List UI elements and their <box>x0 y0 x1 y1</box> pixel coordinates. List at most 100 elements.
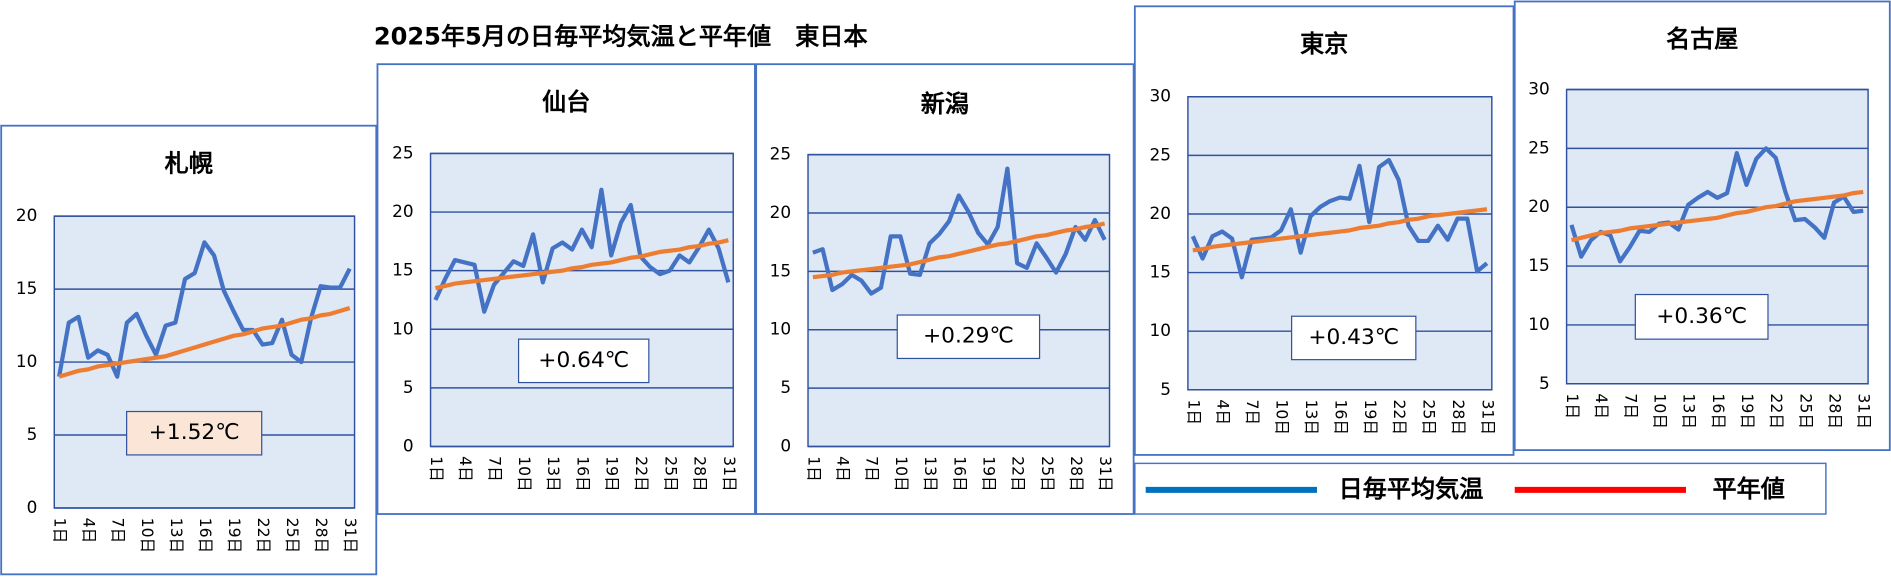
annotation-box <box>517 338 650 384</box>
x-tick-label: 28日 <box>312 518 331 554</box>
x-tick-label: 4日 <box>1214 399 1233 425</box>
y-tick-label: 10 <box>1528 314 1549 334</box>
x-tick-label: 16日 <box>950 456 969 492</box>
annotation: +0.36℃ <box>1656 304 1747 329</box>
x-tick-label: 13日 <box>544 456 563 492</box>
x-tick-label: 16日 <box>196 518 215 554</box>
x-tick-label: 19日 <box>225 518 244 554</box>
x-tick-label: 25日 <box>661 456 680 492</box>
y-tick-label: 20 <box>1528 196 1549 216</box>
x-tick-label: 28日 <box>1449 399 1468 435</box>
plot-area <box>429 152 734 448</box>
y-tick-label: 20 <box>392 201 413 221</box>
x-tick-label: 31日 <box>341 518 360 554</box>
x-tick-label: 22日 <box>1390 399 1409 435</box>
x-tick-label: 16日 <box>1709 393 1728 429</box>
x-tick-label: 28日 <box>691 456 710 492</box>
legend-label: 平年値 <box>1713 475 1785 503</box>
series-line <box>812 166 1107 296</box>
chart-panel: 札幌 0 5 10 15 20 1日 4日 7日 10日 13日 16日 19日 22日 25日 28日 31日… <box>0 124 378 576</box>
x-tick-label: 31日 <box>1855 393 1874 429</box>
x-tick-label: 1日 <box>51 518 70 544</box>
y-tick-label: 0 <box>27 497 38 517</box>
x-tick-label: 28日 <box>1067 456 1086 492</box>
legend-label: 日毎平均気温 <box>1339 475 1484 503</box>
x-tick-label: 10日 <box>138 518 157 554</box>
x-tick-label: 25日 <box>1796 393 1815 429</box>
x-tick-label: 19日 <box>603 456 622 492</box>
series-line <box>433 187 731 314</box>
y-tick-label: 15 <box>1528 255 1549 275</box>
x-tick-label: 13日 <box>167 518 186 554</box>
x-tick-label: 7日 <box>1621 393 1640 419</box>
x-tick-label: 31日 <box>1478 399 1497 435</box>
x-tick-label: 10日 <box>892 456 911 492</box>
y-tick-label: 25 <box>1528 137 1549 157</box>
x-tick-label: 13日 <box>921 456 940 492</box>
y-tick-label: 5 <box>403 377 414 397</box>
y-tick-label: 15 <box>1150 262 1171 282</box>
annotation-box <box>1634 293 1769 340</box>
x-tick-label: 13日 <box>1302 399 1321 435</box>
x-tick-label: 19日 <box>1361 399 1380 435</box>
annotation-box <box>1291 315 1417 361</box>
y-tick-label: 25 <box>392 142 413 162</box>
series-line <box>57 240 352 379</box>
y-tick-label: 30 <box>1150 86 1171 106</box>
y-tick-label: 10 <box>16 351 37 371</box>
plot-area <box>807 153 1111 448</box>
annotation: +0.64℃ <box>538 348 629 373</box>
x-tick-label: 25日 <box>1038 456 1057 492</box>
x-tick-label: 1日 <box>804 456 823 482</box>
y-tick-label: 20 <box>770 202 791 222</box>
x-tick-label: 7日 <box>486 456 505 482</box>
x-tick-label: 16日 <box>1331 399 1350 435</box>
x-tick-label: 22日 <box>254 518 273 554</box>
y-tick-label: 10 <box>1150 320 1171 340</box>
x-tick-label: 25日 <box>283 518 302 554</box>
chart-title: 札幌 <box>164 149 213 177</box>
y-tick-label: 15 <box>392 260 413 280</box>
chart-title: 仙台 <box>542 88 590 116</box>
x-tick-label: 16日 <box>573 456 592 492</box>
chart-panel: 仙台 0 5 10 15 20 25 1日 4日 7日 10日 13日 16日 19日 22日 25日 28日 3… <box>376 63 756 515</box>
chart-title: 東京 <box>1300 30 1348 58</box>
chart-title: 新潟 <box>921 90 969 118</box>
annotation: +0.43℃ <box>1308 325 1399 350</box>
y-tick-label: 5 <box>1539 373 1550 393</box>
annotation-box <box>126 410 263 456</box>
x-tick-label: 28日 <box>1826 393 1845 429</box>
y-tick-label: 0 <box>780 435 791 455</box>
x-tick-label: 4日 <box>834 456 853 482</box>
series-line <box>812 221 1106 280</box>
y-tick-label: 25 <box>770 144 791 164</box>
x-tick-label: 19日 <box>1738 393 1757 429</box>
x-tick-label: 19日 <box>979 456 998 492</box>
y-tick-label: 15 <box>16 278 37 298</box>
x-tick-label: 4日 <box>80 518 99 544</box>
x-tick-label: 31日 <box>720 456 739 492</box>
annotation: +0.29℃ <box>923 324 1014 349</box>
series-line <box>1190 157 1489 280</box>
x-tick-label: 10日 <box>515 456 534 492</box>
y-tick-label: 20 <box>1150 203 1171 223</box>
series-line <box>58 306 351 379</box>
x-tick-label: 22日 <box>632 456 651 492</box>
x-tick-label: 7日 <box>1243 399 1262 425</box>
y-tick-label: 5 <box>1160 379 1171 399</box>
x-tick-label: 10日 <box>1650 393 1669 429</box>
series-line <box>1192 207 1488 253</box>
y-tick-label: 30 <box>1528 79 1549 99</box>
series-line <box>1570 189 1864 243</box>
y-tick-label: 25 <box>1150 144 1171 164</box>
annotation-box <box>896 314 1041 360</box>
y-tick-label: 5 <box>27 424 38 444</box>
x-tick-label: 22日 <box>1767 393 1786 429</box>
y-tick-label: 10 <box>770 319 791 339</box>
series-line <box>434 238 729 291</box>
y-tick-label: 20 <box>16 205 37 225</box>
figure-title: 2025年5月の日毎平均気温と平年値 東日本 <box>374 23 869 51</box>
x-tick-label: 7日 <box>109 518 128 544</box>
x-tick-label: 22日 <box>1009 456 1028 492</box>
